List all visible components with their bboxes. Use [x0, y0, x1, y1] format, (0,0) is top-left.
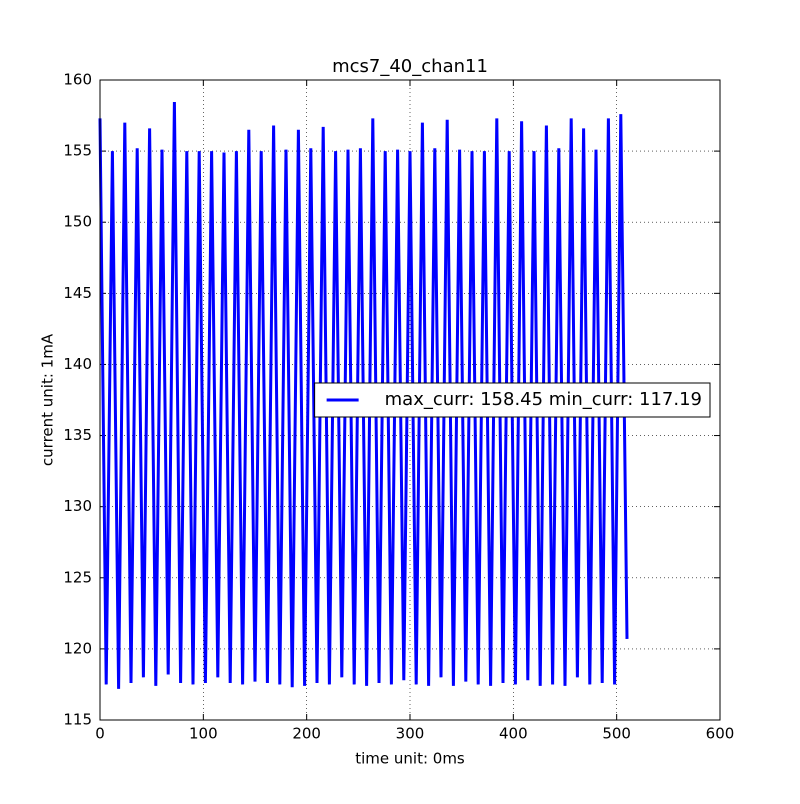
y-tick-label: 155 [63, 142, 92, 160]
y-tick-label: 130 [63, 497, 92, 515]
y-axis-label: current unit: 1mA [39, 333, 57, 466]
y-tick-label: 140 [63, 355, 92, 373]
legend-label: max_curr: 158.45 min_curr: 117.19 [385, 389, 702, 410]
legend-box [314, 382, 711, 418]
x-axis-label: time unit: 0ms [355, 750, 465, 768]
chart-title: mcs7_40_chan11 [332, 56, 488, 77]
legend: max_curr: 158.45 min_curr: 117.19 [314, 382, 711, 418]
x-tick-label: 500 [602, 725, 631, 743]
x-tick-label: 400 [499, 725, 528, 743]
y-tick-label: 135 [63, 426, 92, 444]
y-tick-label: 150 [63, 213, 92, 231]
y-tick-label: 145 [63, 284, 92, 302]
y-tick-label: 160 [63, 71, 92, 89]
plot-frame [99, 79, 721, 721]
y-tick-label: 115 [63, 711, 92, 729]
x-tick-label: 0 [95, 725, 105, 743]
x-tick-label: 100 [189, 725, 218, 743]
x-tick-label: 200 [292, 725, 321, 743]
y-tick-label: 125 [63, 568, 92, 586]
x-tick-label: 300 [396, 725, 425, 743]
y-tick-label: 120 [63, 639, 92, 657]
x-tick-label: 600 [706, 725, 735, 743]
